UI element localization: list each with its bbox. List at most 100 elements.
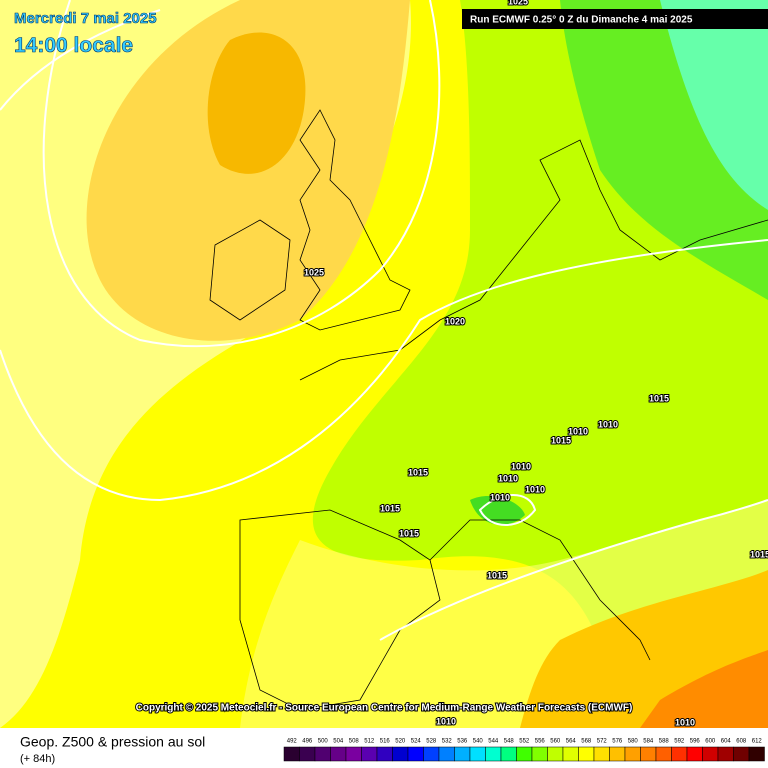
scale-swatch [655, 746, 672, 762]
forecast-date: Mercredi 7 mai 2025 [14, 10, 157, 27]
scale-swatch [299, 746, 316, 762]
field-green-gulf [470, 495, 525, 525]
scale-label: 560 [550, 739, 561, 745]
coast-med [429, 519, 651, 661]
scale-label: 576 [612, 739, 623, 745]
isobar-label: 1010 [511, 461, 531, 471]
scale-label: 548 [504, 739, 515, 745]
scale-swatch [485, 746, 502, 762]
isobar-label: 1025 [304, 267, 324, 277]
scale-label: 504 [333, 739, 344, 745]
scale-label: 540 [473, 739, 484, 745]
scale-swatch [748, 746, 765, 762]
coast-gb [299, 109, 411, 331]
scale-swatch [454, 746, 471, 762]
isobar-label: 1015 [399, 528, 419, 538]
isobar-label: 1015 [408, 467, 428, 477]
scale-swatch [547, 746, 564, 762]
scale-label: 524 [411, 739, 422, 745]
isobars [0, 0, 768, 641]
color-scale: 492 496 500 504 508 512 516 520 524 528 532 536 540 5… [283, 739, 765, 762]
scale-label: 520 [395, 739, 406, 745]
scale-swatch [392, 746, 409, 762]
scale-swatch [283, 746, 300, 762]
isobar-label: 1015 [380, 503, 400, 513]
scale-swatch [702, 746, 719, 762]
scale-swatch [407, 746, 424, 762]
scale-swatch [717, 746, 734, 762]
scale-label: 492 [287, 739, 298, 745]
scale-swatch [624, 746, 641, 762]
isobar [478, 494, 537, 526]
scale-label: 532 [442, 739, 453, 745]
coast-north [299, 139, 768, 381]
scale-swatch [516, 746, 533, 762]
scale-swatch [500, 746, 517, 762]
isobar-label: 1010 [568, 426, 588, 436]
coast-ie [209, 219, 291, 321]
isobar-label: 1010 [675, 717, 695, 727]
scale-label: 608 [736, 739, 747, 745]
field-orange-dark [640, 650, 768, 728]
scale-label: 500 [318, 739, 329, 745]
isobar [0, 9, 161, 111]
scale-swatch [531, 746, 548, 762]
scale-label: 516 [380, 739, 391, 745]
isobar-label: 1025 [508, 0, 528, 6]
scale-label: 604 [721, 739, 732, 745]
field-orange [207, 32, 306, 174]
scale-swatch [423, 746, 440, 762]
scale-swatch [686, 746, 703, 762]
scale-swatch [330, 746, 347, 762]
scale-swatch [361, 746, 378, 762]
scale-label: 584 [643, 739, 654, 745]
scale-label: 612 [752, 739, 763, 745]
scale-label: 572 [597, 739, 608, 745]
scale-label: 552 [519, 739, 530, 745]
scale-label: 496 [302, 739, 313, 745]
scale-label: 596 [690, 739, 701, 745]
scale-swatch [593, 746, 610, 762]
isobar-label: 1010 [598, 419, 618, 429]
isobar-label: 1010 [436, 716, 456, 726]
scale-swatch [345, 746, 362, 762]
footer-title: Geop. Z500 & pression au sol [20, 734, 205, 750]
scale-label: 508 [349, 739, 360, 745]
scale-label: 564 [566, 739, 577, 745]
isobar-label: 1015 [750, 549, 768, 559]
forecast-time: 14:00 locale [14, 34, 133, 57]
field-cyan [660, 0, 768, 210]
scale-label: 592 [674, 739, 685, 745]
isobar-label: 1020 [445, 316, 465, 326]
scale-swatch [578, 746, 595, 762]
isobar-label: 1010 [525, 484, 545, 494]
copyright: Copyright © 2025 Meteociel.fr - Source E… [136, 703, 633, 714]
scale-label: 528 [426, 739, 437, 745]
run-info: Run ECMWF 0.25° 0 Z du Dimanche 4 mai 20… [470, 15, 693, 26]
scale-label: 568 [581, 739, 592, 745]
scale-swatch [733, 746, 750, 762]
footer-lead: (+ 84h) [20, 753, 55, 765]
scale-label: 556 [535, 739, 546, 745]
scale-label: 600 [705, 739, 716, 745]
scale-label: 512 [364, 739, 375, 745]
isobar-label: 1015 [487, 570, 507, 580]
coastlines [209, 109, 768, 711]
isobar [0, 239, 768, 502]
scale-swatch [640, 746, 657, 762]
scale-label: 588 [659, 739, 670, 745]
isobar-label: 1015 [551, 435, 571, 445]
scale-swatch [376, 746, 393, 762]
scale-label: 580 [628, 739, 639, 745]
isobar-label: 1010 [498, 473, 518, 483]
isobar [379, 499, 768, 641]
run-banner [462, 9, 768, 29]
isobar-label: 1015 [649, 393, 669, 403]
scale-swatch [562, 746, 579, 762]
scale-swatch [314, 746, 331, 762]
scale-swatch [609, 746, 626, 762]
isobar-labels: 1025102010251015101010101015101510101010… [303, 0, 768, 728]
isobar [42, 0, 441, 348]
scale-swatch [469, 746, 486, 762]
